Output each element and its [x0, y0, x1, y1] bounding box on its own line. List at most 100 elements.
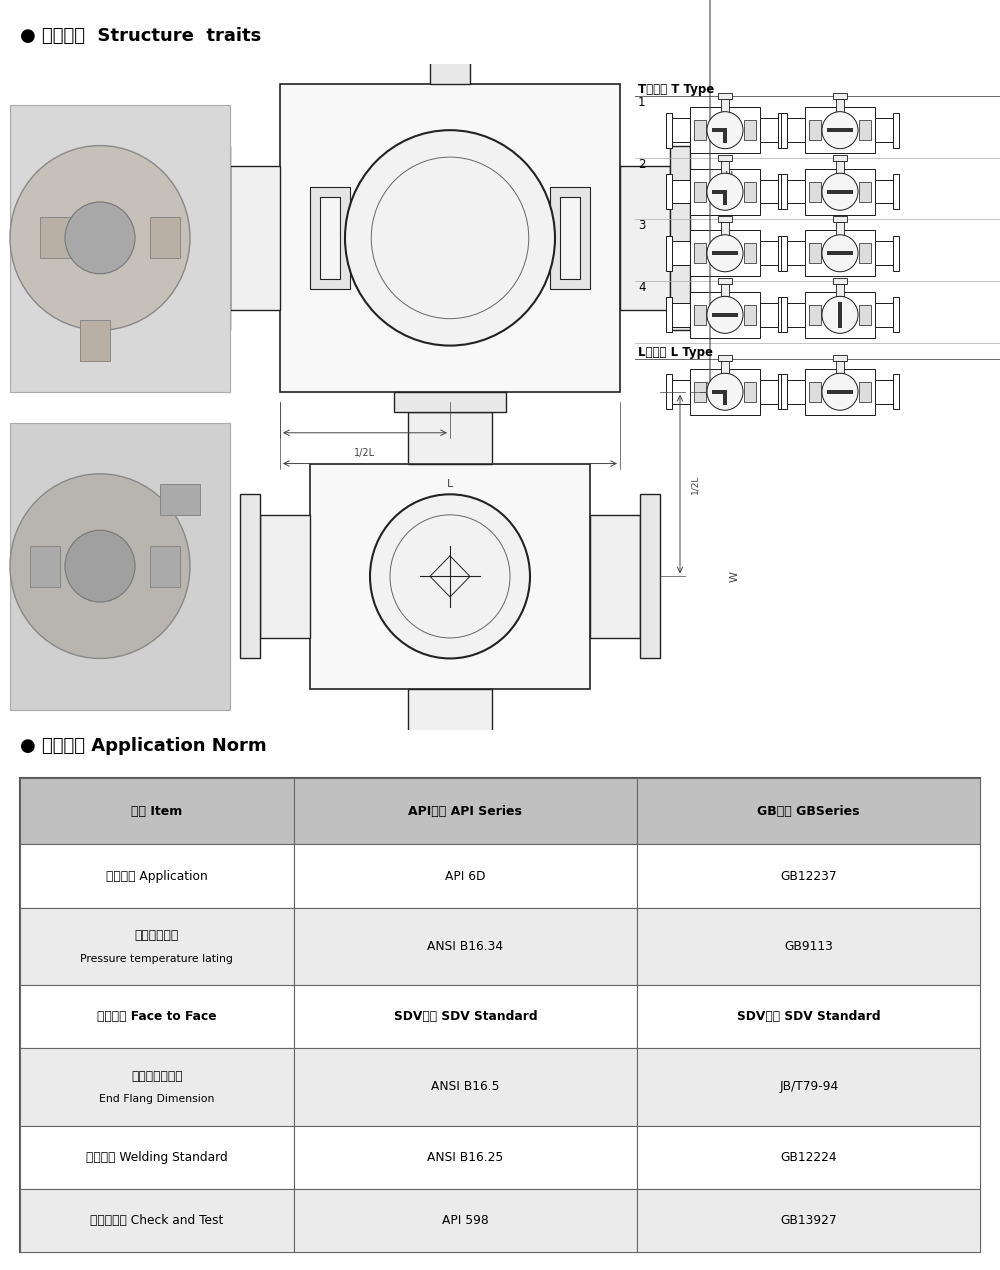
Bar	[787, 241, 805, 265]
Bar	[672, 241, 690, 265]
Circle shape	[707, 112, 743, 149]
Circle shape	[822, 296, 858, 333]
Bar	[893, 236, 899, 271]
Bar	[781, 375, 787, 409]
Text: ANSI B16.5: ANSI B16.5	[431, 1081, 500, 1093]
Text: API系列 API Series: API系列 API Series	[408, 805, 522, 818]
Bar	[787, 180, 805, 203]
Bar	[294, 845, 637, 908]
Bar	[40, 217, 70, 258]
Bar	[672, 118, 690, 142]
Bar	[875, 180, 893, 203]
Bar	[294, 1189, 637, 1252]
Bar	[394, 391, 506, 413]
Text: 2: 2	[638, 157, 646, 170]
Bar	[150, 546, 180, 587]
Circle shape	[822, 173, 858, 211]
Bar	[20, 779, 294, 845]
Circle shape	[10, 146, 190, 330]
Bar	[712, 390, 725, 394]
Text: End Flang Dimension: End Flang Dimension	[99, 1095, 214, 1104]
Bar	[637, 908, 980, 986]
Text: H: H	[725, 171, 733, 182]
Bar	[637, 1125, 980, 1189]
Text: L形三通 L Type: L形三通 L Type	[638, 347, 713, 359]
Bar	[721, 160, 729, 173]
Text: ANSI B16.25: ANSI B16.25	[427, 1151, 504, 1163]
Bar	[690, 292, 760, 338]
Bar	[294, 986, 637, 1048]
Bar	[744, 243, 756, 263]
Text: GB13927: GB13927	[780, 1214, 837, 1227]
Circle shape	[345, 130, 555, 345]
Bar	[744, 121, 756, 140]
Bar	[760, 180, 778, 203]
Bar	[718, 354, 732, 361]
Bar	[712, 312, 738, 318]
Bar	[694, 121, 706, 140]
Bar	[666, 236, 672, 271]
Bar	[859, 382, 871, 401]
Bar	[637, 1189, 980, 1252]
Bar	[859, 121, 871, 140]
Bar	[666, 113, 672, 147]
Text: GB9113: GB9113	[784, 940, 833, 952]
Bar	[672, 380, 690, 404]
Bar	[666, 375, 672, 409]
Bar	[310, 464, 590, 690]
Bar	[893, 375, 899, 409]
Bar	[80, 320, 110, 361]
Bar	[20, 1048, 294, 1125]
Bar	[833, 354, 847, 361]
Circle shape	[822, 235, 858, 272]
Bar	[893, 113, 899, 147]
Bar	[20, 1125, 294, 1189]
Bar	[550, 187, 590, 290]
Bar	[694, 305, 706, 325]
Text: L: L	[447, 479, 453, 489]
Bar	[827, 390, 853, 394]
Text: T形三通 T Type: T形三通 T Type	[638, 83, 714, 95]
Bar	[30, 546, 60, 587]
Bar	[744, 382, 756, 401]
Bar	[718, 216, 732, 222]
Bar	[760, 380, 778, 404]
Bar	[859, 305, 871, 325]
Bar	[781, 236, 787, 271]
Text: API 6D: API 6D	[445, 870, 486, 883]
Bar	[712, 128, 725, 132]
Text: GB12237: GB12237	[780, 870, 837, 883]
Bar	[805, 169, 875, 215]
Text: SDV标准 SDV Standard: SDV标准 SDV Standard	[737, 1010, 881, 1024]
Bar	[859, 243, 871, 263]
Bar	[875, 118, 893, 142]
Bar	[760, 118, 778, 142]
Text: ANSI B16.34: ANSI B16.34	[427, 940, 503, 952]
Bar	[778, 236, 784, 271]
Bar	[280, 84, 620, 391]
Bar	[408, 690, 492, 740]
Bar	[20, 1189, 294, 1252]
Bar	[893, 297, 899, 333]
Bar	[10, 104, 230, 391]
Text: 1: 1	[638, 97, 646, 109]
Bar	[20, 908, 294, 986]
Bar	[721, 361, 729, 373]
Bar	[20, 986, 294, 1048]
Bar	[718, 93, 732, 99]
Bar	[721, 222, 729, 235]
Text: 内容 Item: 内容 Item	[131, 805, 182, 818]
Bar	[833, 278, 847, 283]
Bar	[721, 283, 729, 296]
Bar	[637, 845, 980, 908]
Circle shape	[707, 235, 743, 272]
Text: SDV标准 SDV Standard: SDV标准 SDV Standard	[394, 1010, 537, 1024]
Circle shape	[65, 202, 135, 274]
Bar	[809, 305, 821, 325]
Text: GB系列 GBSeries: GB系列 GBSeries	[757, 805, 860, 818]
Bar	[712, 189, 725, 194]
Bar	[875, 304, 893, 326]
Bar	[394, 740, 506, 761]
Bar	[415, 0, 485, 43]
Bar	[893, 174, 899, 210]
